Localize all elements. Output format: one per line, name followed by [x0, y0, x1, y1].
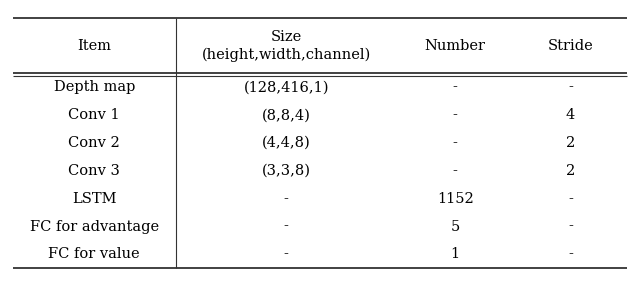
Text: -: -	[452, 80, 458, 94]
Text: Conv 1: Conv 1	[68, 108, 120, 122]
Text: -: -	[284, 192, 289, 206]
Text: Conv 3: Conv 3	[68, 164, 120, 178]
Text: Conv 2: Conv 2	[68, 136, 120, 150]
Text: (128,416,1): (128,416,1)	[243, 80, 329, 94]
Text: (4,4,8): (4,4,8)	[262, 136, 310, 150]
Text: 2: 2	[566, 164, 575, 178]
Text: -: -	[568, 80, 573, 94]
Text: (8,8,4): (8,8,4)	[262, 108, 310, 122]
Text: -: -	[452, 164, 458, 178]
Text: (3,3,8): (3,3,8)	[262, 164, 310, 178]
Text: -: -	[284, 220, 289, 234]
Text: -: -	[568, 220, 573, 234]
Text: LSTM: LSTM	[72, 192, 116, 206]
Text: 5: 5	[451, 220, 460, 234]
Text: Depth map: Depth map	[54, 80, 135, 94]
Text: -: -	[284, 247, 289, 262]
Text: Item: Item	[77, 39, 111, 53]
Text: FC for advantage: FC for advantage	[29, 220, 159, 234]
Text: Size
(height,width,channel): Size (height,width,channel)	[202, 30, 371, 62]
Text: Stride: Stride	[547, 39, 593, 53]
Text: -: -	[452, 108, 458, 122]
Text: 1152: 1152	[436, 192, 474, 206]
Text: 2: 2	[566, 136, 575, 150]
Text: -: -	[568, 247, 573, 262]
Text: 4: 4	[566, 108, 575, 122]
Text: 1: 1	[451, 247, 460, 262]
Text: FC for value: FC for value	[49, 247, 140, 262]
Text: Number: Number	[425, 39, 486, 53]
Text: -: -	[452, 136, 458, 150]
Text: -: -	[568, 192, 573, 206]
